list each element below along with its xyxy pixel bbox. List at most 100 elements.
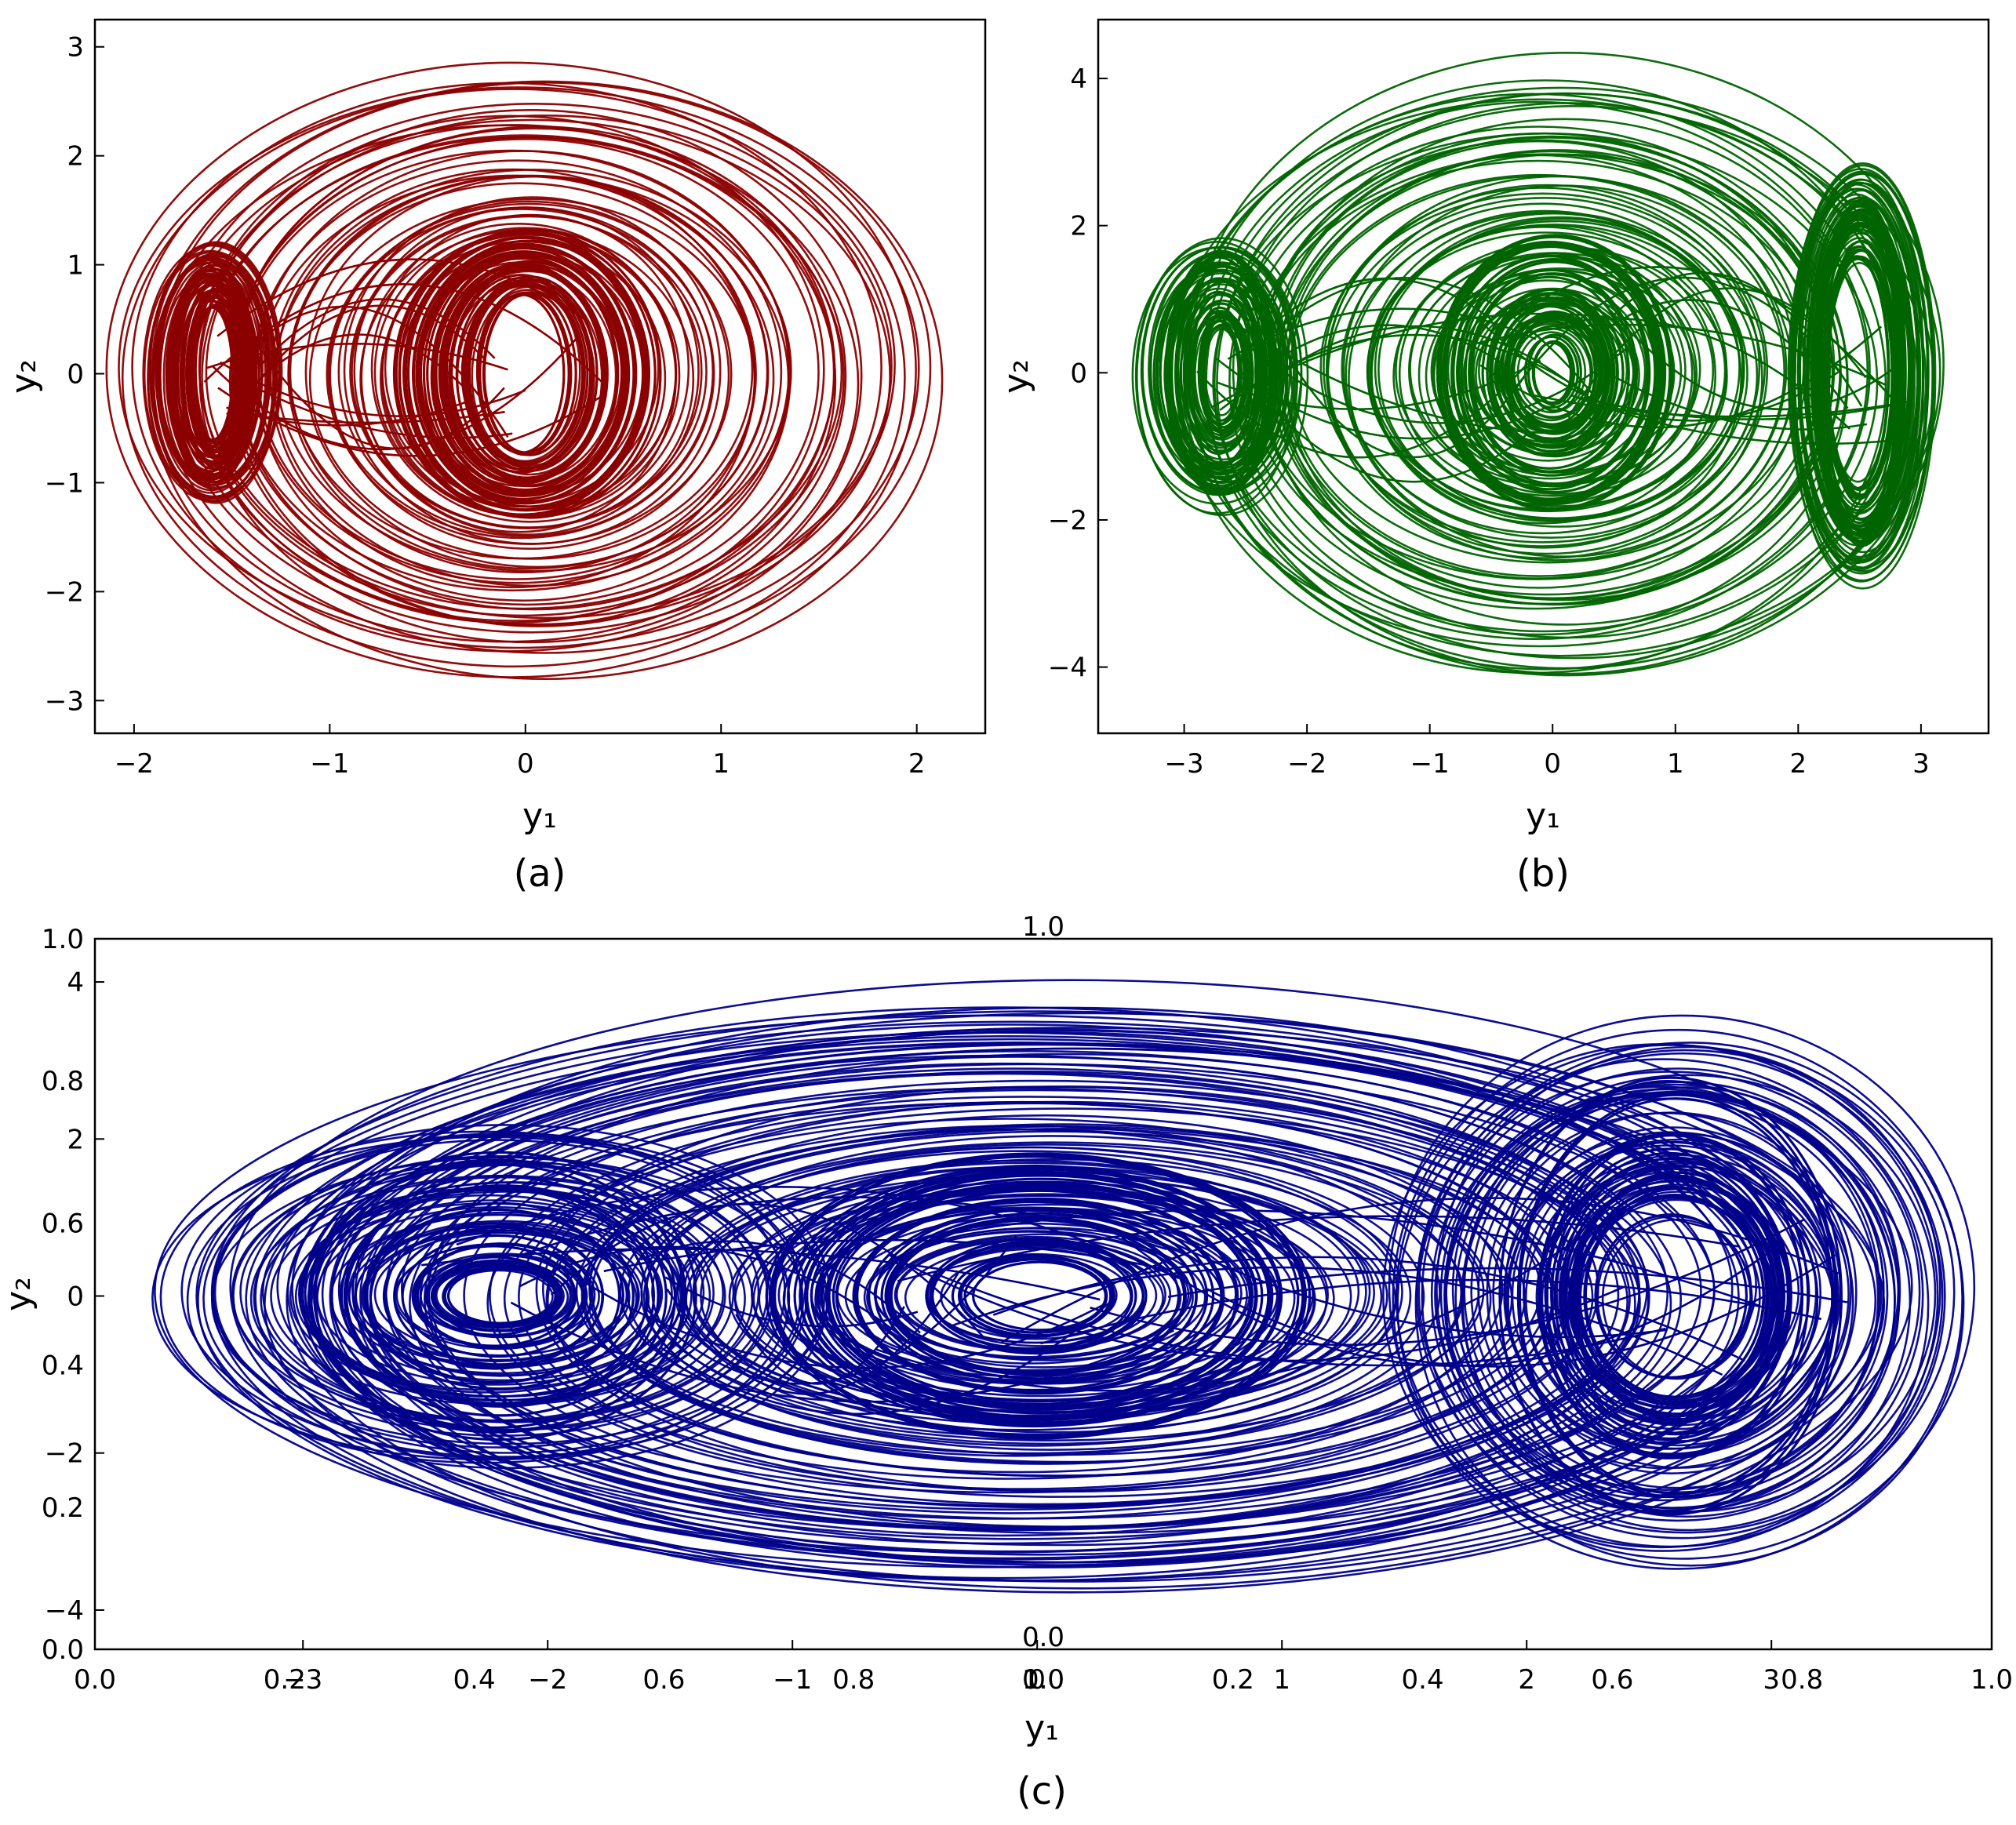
trajectory-connector <box>897 1215 1740 1282</box>
trajectory-core-loop <box>880 1212 1198 1380</box>
y-tick-label: −2 <box>45 576 84 608</box>
panel-a-ylabel: y₂ <box>4 359 44 394</box>
trajectory-core-loop <box>824 1186 1239 1406</box>
trajectory-core-loop <box>1486 293 1616 453</box>
trajectory-connector <box>603 1238 1166 1273</box>
x-tick-label: −1 <box>310 748 349 780</box>
trajectory-connector <box>1040 1278 1822 1345</box>
trajectory-loop <box>254 1035 1761 1560</box>
trajectory-loop <box>588 1114 1504 1465</box>
trajectory-core-loop <box>1594 1213 1748 1379</box>
y-tick-label: 1 <box>67 250 84 282</box>
trajectory-core-loop <box>1177 278 1260 467</box>
trajectory-loop <box>1228 125 1849 636</box>
trajectory-loop <box>1348 209 1742 549</box>
panel-b-attractor <box>1131 52 1945 677</box>
trajectory-loop <box>1325 184 1769 555</box>
x-tick-label: 1 <box>1667 748 1684 780</box>
trajectory-connector <box>231 373 513 439</box>
trajectory-connector <box>1548 317 1850 430</box>
trajectory-core-loop <box>1507 312 1602 434</box>
trajectory-loop <box>1319 192 1766 544</box>
trajectory-core-loop <box>182 280 250 467</box>
panel-c-ticks: −3 −2 −1 0 1 2 3 −4 −2 0 2 4 <box>45 967 1780 1696</box>
trajectory-connector <box>1121 1236 1782 1367</box>
x-tick-label: 0 <box>517 748 534 780</box>
trajectory-core-loop <box>958 1255 1114 1337</box>
trajectory-loop <box>353 206 700 536</box>
x-tick-label: −3 <box>1165 748 1204 780</box>
trajectory-core-loop <box>1527 333 1582 413</box>
trajectory-core-loop <box>1200 317 1246 429</box>
trajectory-core-loop <box>442 1265 558 1327</box>
trajectory-connector <box>1263 325 1599 408</box>
trajectory-core-loop <box>307 1158 686 1434</box>
panel-c-overlay-ticks: 0.00.20.40.60.81.00.0 0.00.2 0.20.4 0.40.6 0… <box>42 911 2013 1696</box>
trajectory-loop <box>1790 183 1922 565</box>
trajectory-loop <box>149 241 283 499</box>
trajectory-core-loop <box>398 228 662 519</box>
trajectory-loop <box>1370 226 1717 525</box>
panel-a-attractor <box>105 61 944 680</box>
trajectory-core-loop <box>1183 290 1254 455</box>
trajectory-loop <box>1436 1045 1941 1532</box>
trajectory-connector <box>934 1272 1666 1367</box>
trajectory-core-loop <box>401 1234 593 1358</box>
panel-a-caption: (a) <box>514 852 566 896</box>
trajectory-core-loop <box>438 264 606 483</box>
trajectory-connector <box>421 1248 1101 1301</box>
trajectory-loop <box>486 1107 1641 1498</box>
trajectory-connector <box>666 1272 959 1395</box>
y-tick-label: −2 <box>45 1438 84 1470</box>
trajectory-core-loop <box>1164 249 1276 496</box>
trajectory-core-loop <box>1452 252 1657 494</box>
trajectory-loop <box>304 1194 673 1394</box>
trajectory-core-loop <box>1498 1076 1843 1516</box>
x-tick-label: −3 <box>283 1664 322 1696</box>
overlay-y-tick-label: 1.0 <box>42 924 84 955</box>
trajectory-core-loop <box>1468 272 1636 474</box>
y-tick-label: −2 <box>1048 505 1087 536</box>
trajectory-loop <box>1396 1044 1946 1548</box>
trajectory-core-loop <box>793 1166 1283 1426</box>
trajectory-connector <box>203 283 608 388</box>
panel-c-frame <box>93 937 1993 1651</box>
trajectory-loop <box>1461 1086 1912 1518</box>
panel-b: −3 −2 −1 0 1 2 3 −4 −2 0 2 4 y₁ y₂ (b) <box>996 18 1990 896</box>
trajectory-core-loop <box>188 293 243 454</box>
trajectory-loop <box>327 208 715 540</box>
trajectory-core-loop <box>455 276 589 471</box>
overlay-x-tick-label: 0.0 <box>74 1664 116 1696</box>
trajectory-core-loop <box>770 1154 1307 1438</box>
trajectory-loop <box>1388 1014 1976 1560</box>
trajectory-loop <box>326 202 733 545</box>
trajectory-core-loop <box>1455 258 1649 488</box>
trajectory-core-loop <box>413 1242 585 1350</box>
trajectory-core-loop <box>929 1242 1134 1351</box>
panel-a-xlabel: y₁ <box>522 796 557 836</box>
trajectory-connector <box>217 258 585 337</box>
trajectory-core-loop <box>828 1182 1257 1410</box>
panel-a: −2 −1 0 1 2 −3 −2 −1 0 1 2 3 y₁ y₂ (a) <box>4 18 987 896</box>
trajectory-core-loop <box>1518 1097 1834 1495</box>
trajectory-core-loop <box>479 291 573 456</box>
overlay-x-tick-label: 1.0 <box>1971 1664 2013 1696</box>
panel-b-frame <box>1097 18 1990 735</box>
trajectory-loop <box>131 82 882 653</box>
trajectory-core-loop <box>1822 225 1901 521</box>
x-tick-label: 2 <box>908 748 926 780</box>
overlay-x-tick-label: 0.4 <box>453 1664 496 1696</box>
trajectory-loop <box>1525 1154 1836 1442</box>
trajectory-loop <box>1414 1042 1965 1567</box>
trajectory-loop <box>1523 336 1579 409</box>
trajectory-loop <box>1421 1052 1944 1540</box>
overlay-y-tick-label: 0.0 <box>42 1634 84 1666</box>
panel-a-frame <box>93 18 987 735</box>
trajectory-connector <box>1570 394 1911 445</box>
trajectory-loop <box>1392 1028 1963 1570</box>
trajectory-loop <box>1792 187 1920 559</box>
trajectory-core-loop <box>440 260 619 488</box>
y-tick-label: 2 <box>1070 211 1087 242</box>
trajectory-core-loop <box>1545 1133 1810 1459</box>
